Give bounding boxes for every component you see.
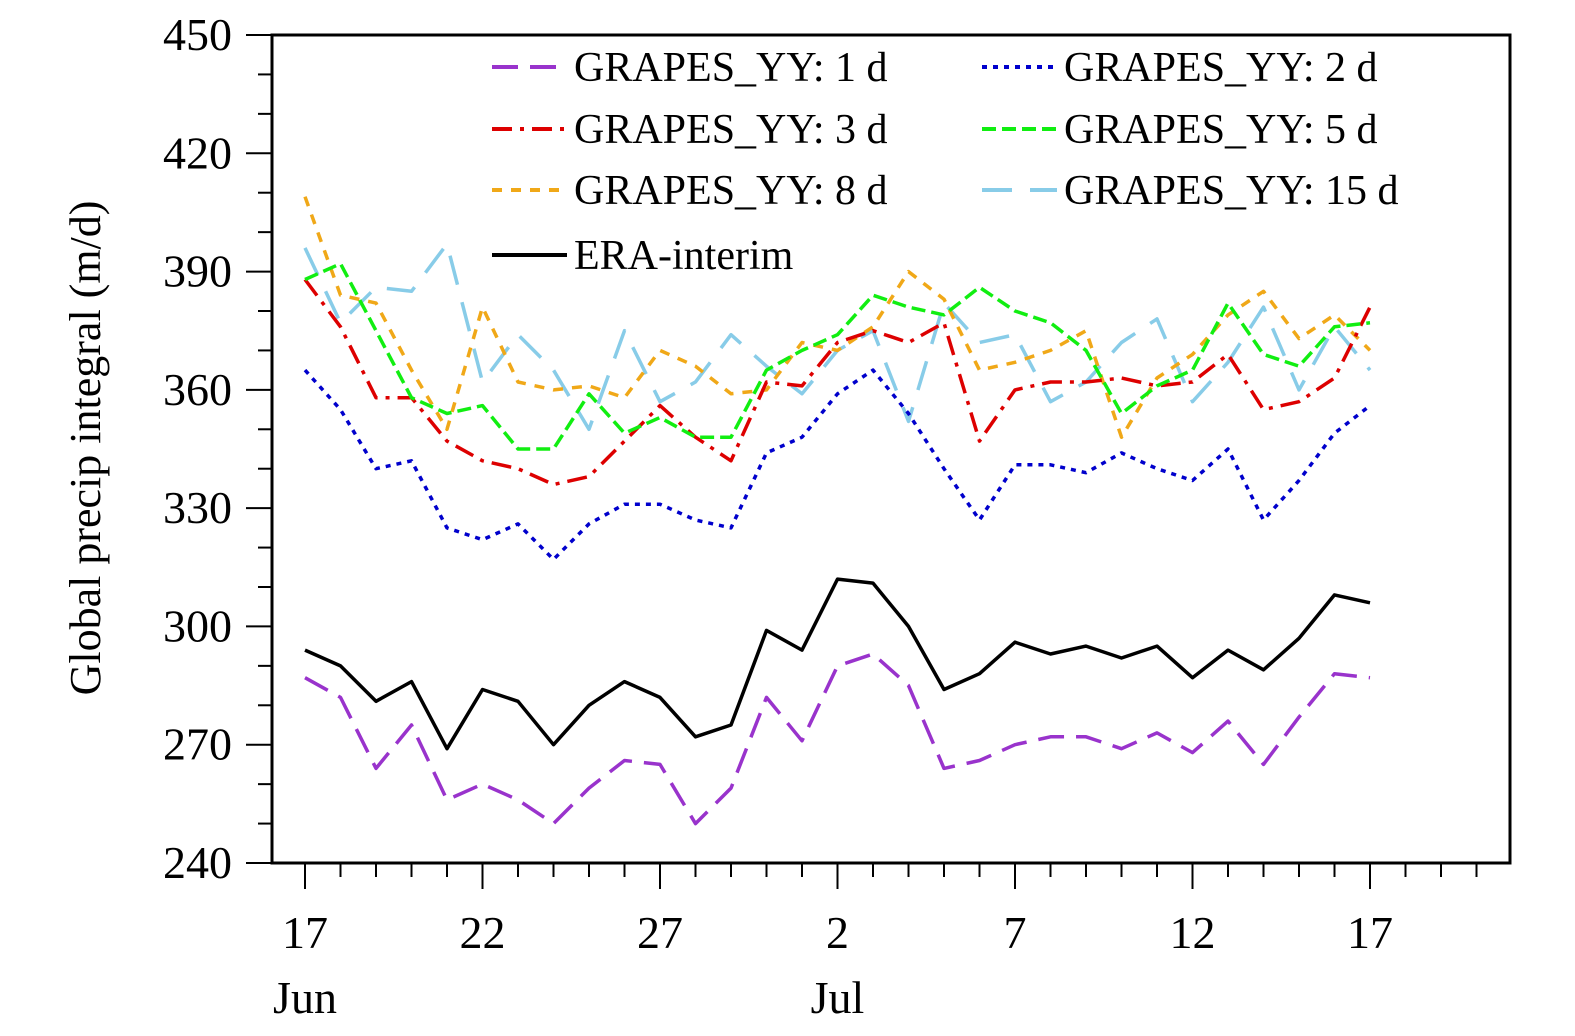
series-line-grapes-yy-3-d	[303, 278, 1372, 487]
legend-label: GRAPES_YY: 1 d	[574, 45, 888, 91]
y-tick-label: 240	[163, 837, 232, 888]
y-tick-label: 390	[163, 246, 232, 297]
x-tick-label: 17	[1347, 907, 1393, 958]
x-tick-label: 22	[460, 907, 506, 958]
x-month-label: Jul	[811, 972, 865, 1023]
x-tick-label: 2	[826, 907, 849, 958]
y-tick-label: 360	[163, 364, 232, 415]
legend-entry: GRAPES_YY: 15 d	[982, 168, 1399, 214]
legend-label: GRAPES_YY: 15 d	[1064, 168, 1399, 214]
legend-label: GRAPES_YY: 2 d	[1064, 45, 1378, 91]
legend-entry: GRAPES_YY: 2 d	[982, 45, 1378, 91]
legend-entry: GRAPES_YY: 1 d	[492, 45, 888, 91]
legend-entry: GRAPES_YY: 8 d	[492, 168, 888, 214]
x-tick-label: 12	[1170, 907, 1216, 958]
x-tick-label: 27	[637, 907, 683, 958]
series-line-grapes-yy-8-d	[303, 196, 1372, 439]
series-line-grapes-yy-5-d	[304, 261, 1371, 451]
series-line-grapes-yy-1-d	[304, 652, 1371, 826]
x-axis: 17 Jun 22 27 2 Jul 7 12 17	[273, 863, 1478, 1023]
legend-entry: ERA-interim	[492, 233, 794, 279]
y-tick-label: 300	[163, 600, 232, 651]
y-tick-label: 330	[163, 482, 232, 533]
series-line-grapes-yy-15-d	[303, 242, 1372, 432]
legend-label: GRAPES_YY: 8 d	[574, 168, 888, 214]
x-tick-label: 7	[1004, 907, 1027, 958]
y-tick-label: 420	[163, 127, 232, 178]
legend-label: ERA-interim	[574, 233, 794, 279]
x-tick-label: 17	[282, 907, 328, 958]
x-month-label: Jun	[273, 972, 337, 1023]
y-axis-label: Global precip integral (m/d)	[61, 201, 110, 696]
series-layer	[303, 196, 1372, 826]
legend-label: GRAPES_YY: 5 d	[1064, 107, 1378, 153]
y-tick-label: 270	[163, 719, 232, 770]
legend-entry: GRAPES_YY: 5 d	[982, 107, 1378, 153]
series-line-grapes-yy-2-d	[303, 368, 1372, 562]
legend-label: GRAPES_YY: 3 d	[574, 107, 888, 153]
y-axis: 240 270 300 330 360 390 420 450	[163, 9, 272, 888]
legend-entry: GRAPES_YY: 3 d	[492, 107, 888, 153]
series-line-era-interim	[304, 577, 1371, 751]
plot-frame	[270, 33, 1512, 865]
legend: GRAPES_YY: 1 d GRAPES_YY: 2 d GRAPES_YY: 3…	[492, 45, 1399, 279]
y-tick-label: 450	[163, 9, 232, 60]
